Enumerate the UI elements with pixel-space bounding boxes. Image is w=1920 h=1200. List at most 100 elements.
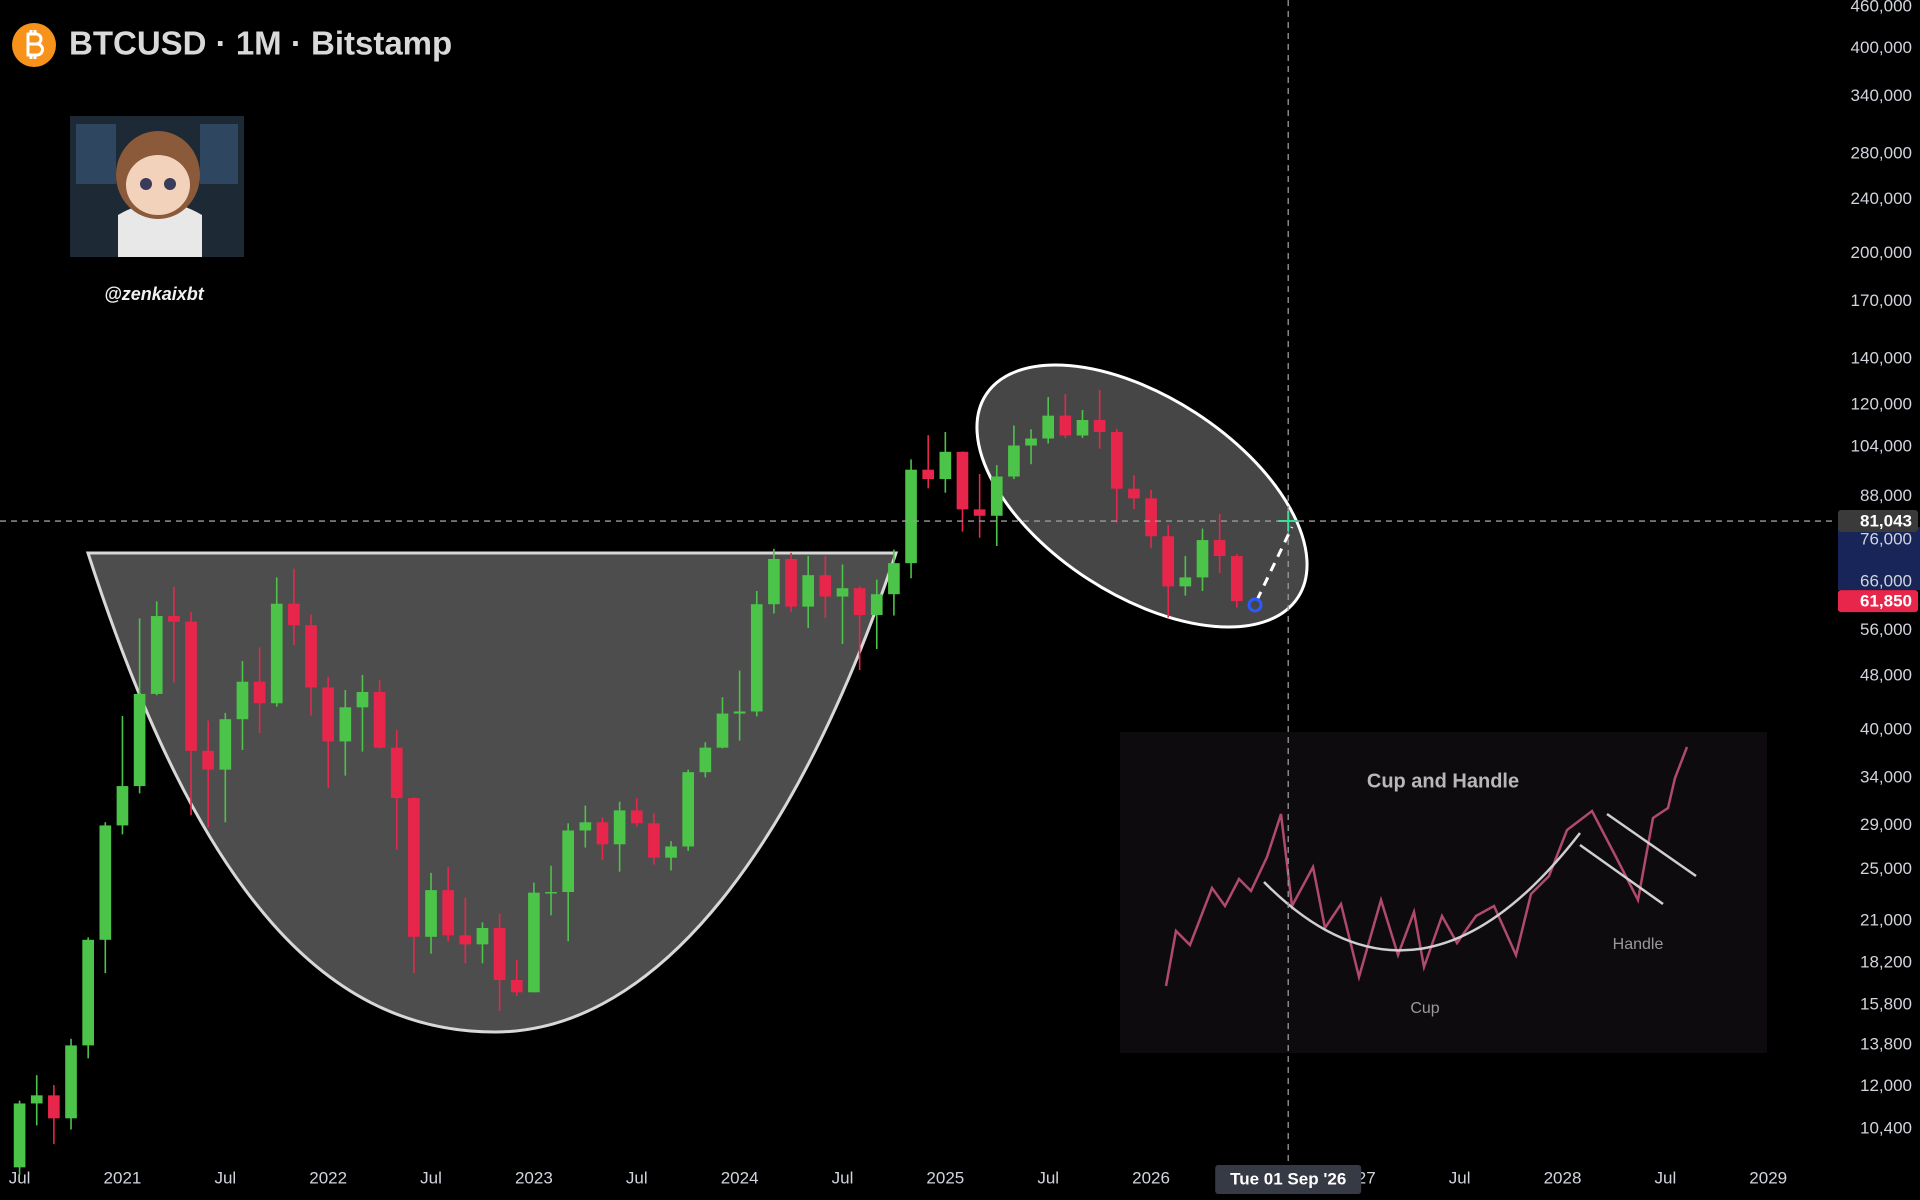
- candle-body: [390, 747, 403, 799]
- candle-body: [665, 846, 677, 858]
- candle-body: [270, 603, 283, 704]
- ellipse-drawing: [975, 363, 1309, 629]
- symbol-logo-glyph: [26, 30, 44, 59]
- x-tick-label: Jul: [1037, 1168, 1059, 1187]
- candle-body: [716, 713, 729, 748]
- candle-body: [579, 822, 592, 831]
- y-tick-label: 12,000: [1860, 1076, 1912, 1095]
- candle-body: [956, 451, 969, 510]
- x-tick-label: 2028: [1544, 1168, 1582, 1187]
- candle-body: [888, 563, 900, 595]
- candle-body: [613, 810, 626, 845]
- y-tick-label: 56,000: [1860, 620, 1912, 639]
- candle-body: [1093, 420, 1106, 432]
- candle-body: [185, 621, 197, 751]
- x-tick-label: Jul: [626, 1168, 648, 1187]
- candle-body: [973, 509, 986, 516]
- candle-body: [699, 747, 712, 773]
- crosshair-date-box: [1215, 1165, 1362, 1194]
- candle-body: [425, 890, 437, 937]
- x-tick-label: 2023: [515, 1168, 553, 1187]
- y-tick-label: 200,000: [1851, 243, 1912, 262]
- candle-body: [493, 928, 506, 980]
- watermark: @zenkaixbt: [104, 284, 205, 304]
- y-tick-label: 25,000: [1860, 859, 1912, 878]
- candle-body: [288, 603, 300, 626]
- candle-body: [99, 825, 112, 940]
- candle-body: [905, 469, 917, 564]
- avatar-eye: [140, 178, 152, 190]
- x-tick-label: 2025: [926, 1168, 964, 1187]
- y-tick-label: 76,000: [1860, 530, 1912, 549]
- candle-body: [1213, 540, 1226, 557]
- y-tick-label: 400,000: [1851, 38, 1912, 57]
- y-tick-label: 21,000: [1860, 910, 1912, 929]
- candle-body: [1110, 431, 1123, 489]
- y-tick-label: 240,000: [1851, 189, 1912, 208]
- candle-body: [253, 681, 266, 704]
- candle-body: [1145, 498, 1157, 537]
- candle-body: [408, 798, 420, 937]
- candle-body: [528, 892, 540, 993]
- y-tick-label: 280,000: [1851, 143, 1912, 162]
- candle-body: [1008, 445, 1020, 477]
- crosshair-price-label: 81,043: [1860, 512, 1912, 531]
- y-tick-label: 170,000: [1851, 291, 1912, 310]
- candle-body: [1076, 420, 1089, 436]
- candle-body: [30, 1095, 43, 1104]
- candle-body: [168, 616, 180, 622]
- x-tick-label: Jul: [214, 1168, 236, 1187]
- candle-body: [630, 810, 643, 824]
- x-tick-label: 2022: [309, 1168, 347, 1187]
- candle-body: [1059, 415, 1072, 436]
- candle-body: [922, 469, 935, 480]
- candle-body: [202, 750, 215, 770]
- candle-body: [648, 823, 660, 858]
- candles: [13, 389, 1243, 1176]
- candle-body: [1230, 556, 1243, 602]
- y-tick-label: 88,000: [1860, 486, 1912, 505]
- candle-body: [339, 707, 352, 742]
- candle-body: [1196, 540, 1209, 578]
- y-tick-label: 13,800: [1860, 1035, 1912, 1054]
- candle-body: [750, 604, 763, 712]
- candle-body: [1025, 438, 1037, 446]
- y-tick-label: 34,000: [1860, 768, 1912, 787]
- candle-body: [373, 691, 386, 748]
- candle-body: [939, 451, 952, 480]
- y-tick-label: 460,000: [1851, 0, 1912, 15]
- candle-body: [545, 892, 557, 894]
- candle-body: [219, 719, 232, 770]
- candle-body: [562, 830, 575, 893]
- x-tick-label: Jul: [1449, 1168, 1471, 1187]
- y-tick-label: 48,000: [1860, 666, 1912, 685]
- crosshair-cursor: [1278, 511, 1299, 532]
- crosshair-price-box: [1838, 510, 1918, 533]
- candle-body: [853, 588, 866, 616]
- candle-body: [116, 786, 129, 826]
- inset-image: Cup and Handle Cup Handle: [1120, 732, 1767, 1053]
- y-tick-label: 18,200: [1860, 953, 1912, 972]
- candle-body: [13, 1103, 26, 1168]
- avatar-body: [118, 202, 202, 257]
- chart-title: BTCUSD · 1M · Bitstamp: [69, 25, 452, 62]
- avatar-screen: [76, 124, 116, 184]
- candle-body: [733, 711, 746, 714]
- candle-body: [1042, 415, 1055, 439]
- cup-drawing: [85, 551, 899, 1034]
- y-tick-label: 104,000: [1851, 437, 1912, 456]
- candle-body: [322, 687, 335, 742]
- candle-body: [802, 575, 815, 607]
- y-tick-label: 120,000: [1851, 394, 1912, 413]
- candle-body: [510, 979, 523, 993]
- y-tick-label: 66,000: [1860, 571, 1912, 590]
- candle-body: [819, 575, 832, 597]
- candle-body: [1128, 488, 1140, 499]
- candle-body: [459, 935, 472, 945]
- x-tick-label: Jul: [1654, 1168, 1676, 1187]
- inset-cup-curve: [1263, 832, 1581, 952]
- avatar-screen: [200, 124, 238, 184]
- last-price-label: 61,850: [1860, 592, 1912, 611]
